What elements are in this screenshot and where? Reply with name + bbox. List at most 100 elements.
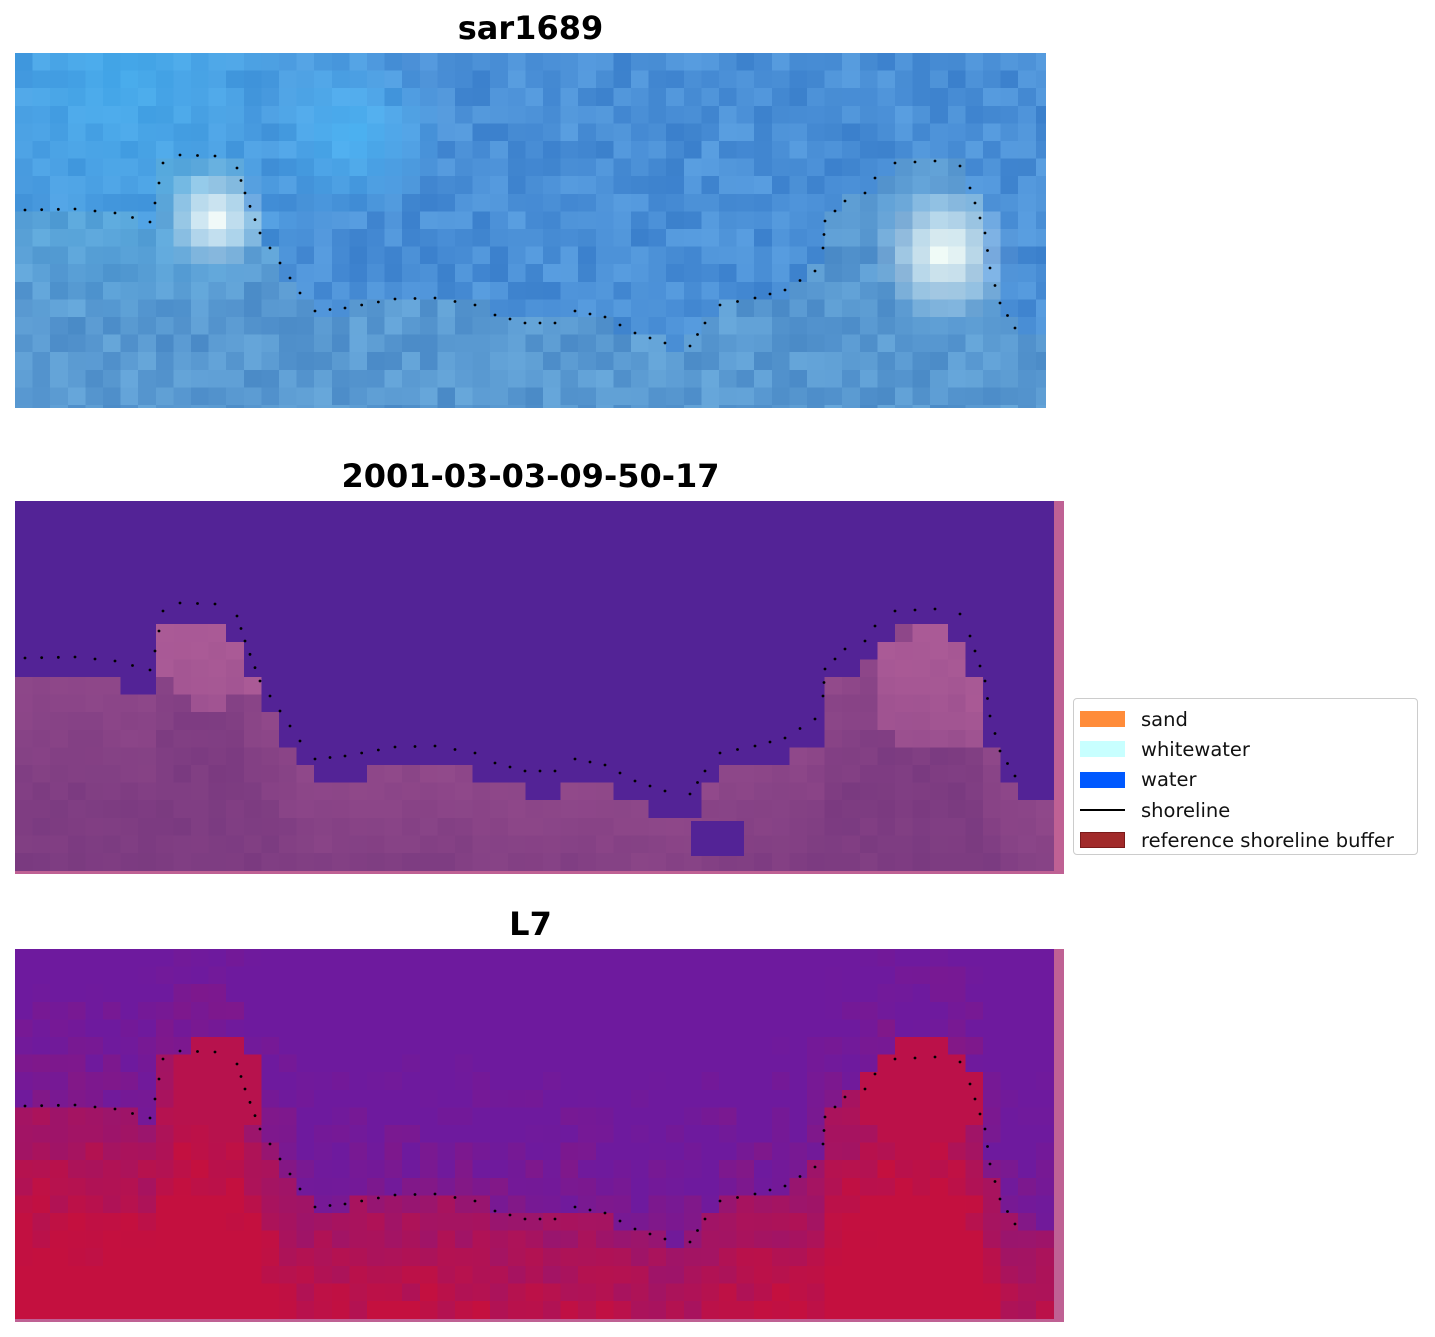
index-pixel (138, 1019, 157, 1038)
class-pixel (1035, 589, 1054, 608)
image-pixel (208, 229, 227, 248)
image-pixel (490, 317, 509, 336)
index-pixel (648, 1054, 667, 1073)
index-pixel (243, 1072, 262, 1091)
class-pixel (155, 606, 174, 625)
index-pixel (279, 1142, 298, 1161)
class-pixel (859, 501, 878, 520)
class-pixel (1018, 694, 1037, 713)
index-pixel (648, 1125, 667, 1144)
image-pixel (367, 193, 386, 212)
class-pixel (789, 712, 808, 731)
class-pixel (578, 553, 597, 572)
index-pixel (895, 1125, 914, 1144)
class-pixel (877, 817, 896, 836)
image-pixel (595, 53, 614, 72)
shoreline-dot (798, 279, 802, 282)
class-pixel (912, 712, 931, 731)
class-pixel (930, 817, 949, 836)
image-pixel (296, 193, 315, 212)
class-pixel (296, 659, 315, 678)
class-pixel (455, 571, 474, 590)
index-pixel (367, 1142, 386, 1161)
image-pixel (895, 70, 914, 89)
image-pixel (683, 387, 702, 406)
image-pixel (877, 334, 896, 353)
index-pixel (32, 1054, 51, 1073)
class-pixel (191, 712, 210, 731)
image-pixel (631, 70, 650, 89)
image-pixel (824, 246, 843, 265)
image-pixel (173, 53, 192, 72)
legend-label-sand: sand (1141, 707, 1188, 731)
class-pixel (1000, 659, 1019, 678)
index-pixel (543, 1001, 562, 1020)
class-pixel (507, 782, 526, 801)
index-pixel (208, 1054, 227, 1073)
image-pixel (1000, 352, 1019, 371)
class-pixel (384, 571, 403, 590)
image-pixel (824, 317, 843, 336)
index-pixel (842, 1037, 861, 1056)
class-pixel (138, 518, 157, 537)
index-pixel (947, 1160, 966, 1179)
image-pixel (32, 317, 51, 336)
shoreline-dot (243, 191, 247, 195)
class-pixel (895, 800, 914, 819)
image-pixel (842, 193, 861, 212)
class-pixel (191, 782, 210, 801)
image-pixel (490, 352, 509, 371)
class-pixel (666, 677, 685, 696)
class-pixel (859, 659, 878, 678)
shoreline-dot (993, 1180, 997, 1183)
image-pixel (543, 123, 562, 142)
image-pixel (349, 70, 368, 89)
image-pixel (472, 123, 491, 142)
class-pixel (560, 800, 579, 819)
shoreline-dot (153, 649, 157, 653)
image-pixel (85, 281, 104, 300)
legend-item-whitewater: whitewater (1080, 734, 1417, 764)
index-pixel (191, 1195, 210, 1214)
class-pixel (842, 501, 861, 520)
class-pixel (613, 518, 632, 537)
index-pixel (349, 1107, 368, 1126)
index-pixel (437, 1283, 456, 1302)
image-pixel (507, 158, 526, 177)
image-pixel (578, 141, 597, 160)
class-pixel (719, 641, 738, 660)
image-pixel (1000, 317, 1019, 336)
class-pixel (719, 624, 738, 643)
index-pixel (85, 1177, 104, 1196)
image-pixel (930, 141, 949, 160)
index-pixel (683, 1248, 702, 1267)
image-pixel (1018, 334, 1037, 353)
index-pixel (173, 1301, 192, 1320)
image-pixel (947, 299, 966, 318)
index-pixel (701, 1177, 720, 1196)
index-pixel (1035, 1019, 1054, 1038)
image-pixel (983, 70, 1002, 89)
index-pixel (419, 1160, 438, 1179)
index-pixel (771, 1054, 790, 1073)
image-pixel (67, 229, 86, 248)
image-pixel (103, 299, 122, 318)
class-pixel (384, 782, 403, 801)
index-pixel (402, 1177, 421, 1196)
index-pixel (226, 966, 245, 985)
image-pixel (736, 211, 755, 230)
class-pixel (771, 677, 790, 696)
image-pixel (631, 88, 650, 107)
index-pixel (331, 1037, 350, 1056)
index-pixel (930, 949, 949, 968)
class-pixel (543, 747, 562, 766)
index-pixel (789, 949, 808, 968)
image-pixel (754, 369, 773, 388)
index-pixel (631, 1248, 650, 1267)
index-pixel (226, 1037, 245, 1056)
class-pixel (85, 782, 104, 801)
class-pixel (613, 624, 632, 643)
image-pixel (472, 193, 491, 212)
image-pixel (472, 70, 491, 89)
image-pixel (402, 105, 421, 124)
